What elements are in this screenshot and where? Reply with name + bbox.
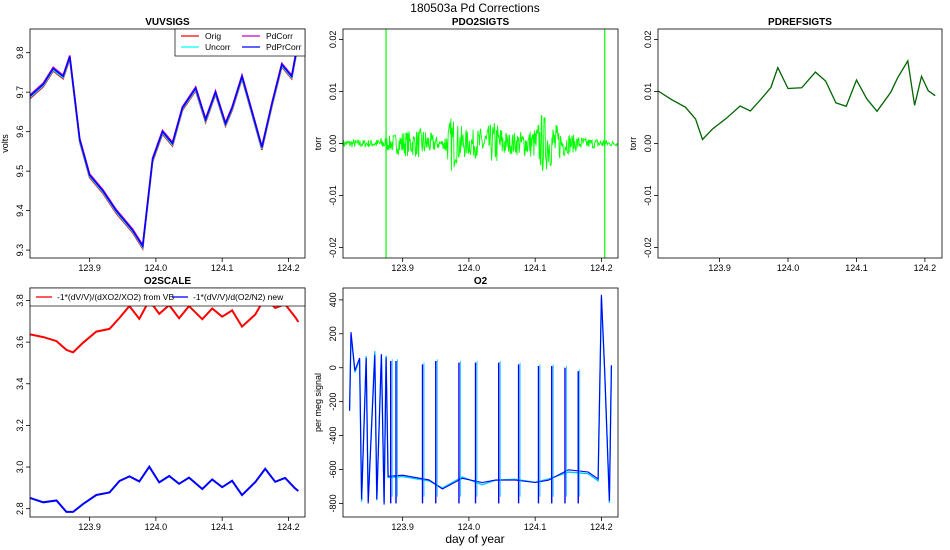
vuvsigs-ytick-label-2: 9.5 — [15, 165, 25, 178]
o2-xtick-label-1: 124.0 — [458, 522, 481, 532]
vuvsigs-ytick-label-5: 9.8 — [15, 46, 25, 59]
vuvsigs-legend-box — [174, 28, 306, 57]
o2scale-xtick-label-2: 124.1 — [211, 522, 234, 532]
vuvsigs-ytick-label-1: 9.4 — [15, 204, 25, 217]
o2-xtick-label-2: 124.1 — [524, 522, 547, 532]
vuvsigs-xtick-label-0: 123.9 — [78, 263, 101, 273]
pdrefsigts-xtick-label-0: 123.9 — [708, 263, 731, 273]
o2-ytick-label-5: 200 — [328, 326, 338, 341]
pdo2sigts-ytick-label-4: 0.02 — [328, 31, 338, 49]
o2-data — [348, 294, 613, 505]
vuvsigs-title: VUVSIGS — [145, 17, 190, 28]
o2-ytick-label-2: -400 — [328, 427, 338, 445]
vuvsigs-xtick-label-1: 124.0 — [145, 263, 168, 273]
legend-label-o2scale-1: -1*(dV/V)/d(O2/N2) new — [193, 292, 284, 302]
o2-panel: O2 123.9 124.0 124.1 124.2 -800 -600 -400 -200 0 2… — [313, 276, 619, 532]
pdo2sigts-ytick-label-3: 0.01 — [328, 83, 338, 101]
pdo2sigts-panel: PDO2SIGTS 123.9 124.0 124.1 124.2 -0.02 -0.01 0… — [313, 17, 619, 273]
legend-label-orig: Orig — [205, 31, 221, 41]
series-o2-1-line — [349, 294, 612, 505]
legend-label-uncorr: Uncorr — [205, 42, 231, 52]
legend-label-pdprcorr: PdPrCorr — [266, 42, 302, 52]
o2-ytick-label-1: -600 — [328, 460, 338, 478]
series-o2-0-line — [348, 297, 613, 504]
o2scale-legend: -1*(dV/V)/(dXO2/XO2) from VB -1*(dV/V)/d(… — [29, 287, 306, 307]
pdo2sigts-xtick-label-3: 124.2 — [590, 263, 613, 273]
series-uncorr-line — [30, 41, 300, 250]
o2-xtick-label-0: 123.9 — [391, 522, 414, 532]
pdrefsigts-ytick-label-1: -0.01 — [643, 185, 653, 206]
o2-title: O2 — [474, 276, 488, 287]
vuvsigs-xtick-label-2: 124.1 — [211, 263, 234, 273]
o2scale-ytick-label-2: 3.2 — [15, 419, 25, 432]
o2scale-data — [30, 295, 300, 513]
vuvsigs-panel: VUVSIGS 123.9 124.0 124.1 124.2 9.3 9.4 9.5 9.6 9… — [0, 17, 306, 273]
pdrefsigts-xtick-label-2: 124.1 — [845, 263, 868, 273]
vuvsigs-ytick-label-3: 9.6 — [15, 125, 25, 138]
vuvsigs-ytick-label-0: 9.3 — [15, 244, 25, 257]
vuvsigs-data — [30, 39, 300, 251]
o2-ytick-label-4: 0 — [328, 365, 338, 370]
o2-ytick-label-0: -800 — [328, 494, 338, 512]
pdo2sigts-ylabel: torr — [313, 137, 323, 151]
vuvsigs-ylabel: volts — [0, 134, 10, 153]
pdrefsigts-ylabel: torr — [628, 137, 638, 151]
vuvsigs-ytick-label-4: 9.7 — [15, 86, 25, 99]
pdrefsigts-title: PDREFSIGTS — [768, 17, 832, 28]
o2scale-xtick-label-1: 124.0 — [145, 522, 168, 532]
pdo2sigts-data — [343, 29, 618, 258]
o2scale-title: O2SCALE — [144, 276, 192, 287]
figure-title: 180503a Pd Corrections — [410, 1, 539, 15]
pdrefsigts-ytick-label-4: 0.02 — [643, 31, 653, 49]
o2scale-ytick-label-0: 2.8 — [15, 502, 25, 515]
o2scale-legend-box — [29, 287, 306, 307]
o2scale-ytick-label-4: 3.6 — [15, 336, 25, 349]
vuvsigs-frame — [29, 28, 306, 259]
o2-frame — [342, 287, 619, 518]
o2scale-xtick-label-0: 123.9 — [78, 522, 101, 532]
pdo2sigts-ytick-label-2: 0.00 — [328, 135, 338, 153]
pdrefsigts-ytick-label-0: -0.02 — [643, 237, 653, 258]
pdo2sigts-ytick-label-1: -0.01 — [328, 185, 338, 206]
pdrefsigts-panel: PDREFSIGTS 123.9 124.0 124.1 124.2 -0.02 -0.01… — [628, 17, 943, 273]
series-pdcorr-line — [30, 39, 300, 248]
pdrefsigts-ytick-label-2: 0.00 — [643, 135, 653, 153]
o2scale-ytick-label-5: 3.8 — [15, 294, 25, 307]
o2-ytick-label-6: 400 — [328, 292, 338, 307]
pdrefsigts-ytick-label-3: 0.01 — [643, 83, 653, 101]
pdrefsigts-frame — [657, 28, 943, 259]
figure-xlabel: day of year — [445, 532, 504, 546]
o2scale-frame — [29, 287, 306, 518]
series-o2scale-1-line — [30, 464, 300, 513]
o2-ytick-label-3: -200 — [328, 393, 338, 411]
o2scale-ytick-label-3: 3.4 — [15, 378, 25, 391]
series-pdref-line — [658, 59, 936, 141]
pdo2sigts-title: PDO2SIGTS — [452, 17, 510, 28]
pdo2sigts-ytick-label-0: -0.02 — [328, 237, 338, 258]
series-pdo2-line — [343, 114, 618, 171]
vuvsigs-xtick-label-3: 124.2 — [277, 263, 300, 273]
o2-ylabel: per meg signal — [313, 373, 323, 432]
legend-label-o2scale-0: -1*(dV/V)/(dXO2/XO2) from VB — [57, 292, 174, 302]
pdo2sigts-xtick-label-2: 124.1 — [524, 263, 547, 273]
series-orig-line — [30, 43, 300, 251]
pdo2sigts-xtick-label-1: 124.0 — [458, 263, 481, 273]
pdrefsigts-xtick-label-1: 124.0 — [777, 263, 800, 273]
pdrefsigts-xtick-label-3: 124.2 — [914, 263, 937, 273]
pdrefsigts-data — [658, 59, 936, 141]
o2scale-ytick-label-1: 3.0 — [15, 461, 25, 474]
o2scale-panel: O2SCALE 123.9 124.0 124.1 124.2 2.8 3.0 3.2 3.4 3… — [15, 276, 306, 532]
legend-label-pdcorr: PdCorr — [266, 31, 293, 41]
o2-xtick-label-3: 124.2 — [590, 522, 613, 532]
pdo2sigts-xtick-label-0: 123.9 — [391, 263, 414, 273]
plots: VUVSIGS 123.9 124.0 124.1 124.2 9.3 9.4 9.5 9.6 9… — [0, 17, 943, 532]
series-pdprcorr-line — [30, 40, 300, 249]
o2scale-xtick-label-3: 124.2 — [277, 522, 300, 532]
